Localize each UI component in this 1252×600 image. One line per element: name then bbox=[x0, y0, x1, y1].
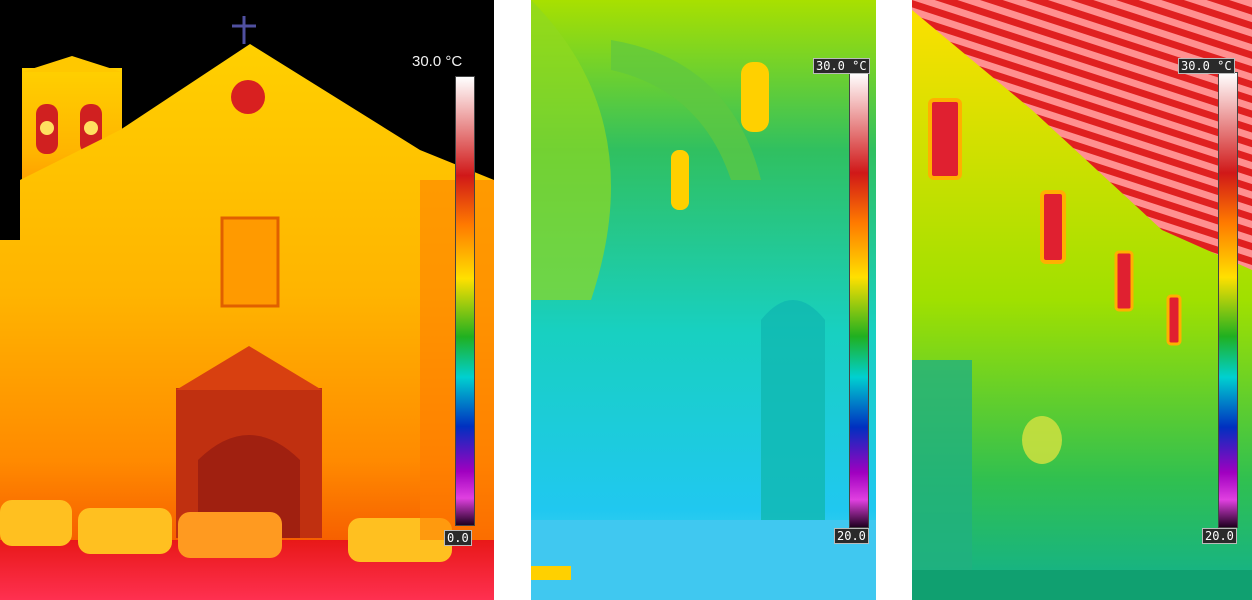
facade-scene bbox=[0, 0, 494, 600]
temperature-scale-bar bbox=[455, 76, 475, 526]
temperature-scale-bar bbox=[1218, 72, 1238, 528]
side-chapel bbox=[912, 360, 972, 600]
floor bbox=[912, 570, 1252, 600]
temperature-scale-bar bbox=[849, 72, 869, 528]
thermal-image-nave-ceiling: 30.0 °C 20.0 bbox=[912, 0, 1252, 600]
altar-lamp bbox=[1022, 416, 1062, 464]
window-2 bbox=[1040, 190, 1066, 264]
vault-left bbox=[531, 0, 611, 300]
facade-window bbox=[220, 216, 280, 308]
arch-opening bbox=[761, 300, 825, 520]
scale-min-label: 20.0 bbox=[834, 528, 869, 544]
thermal-image-facade: 30.0 °C 0.0 bbox=[0, 0, 494, 600]
arches-scene bbox=[531, 0, 876, 600]
scale-min-label: 20.0 bbox=[1202, 528, 1237, 544]
car-3 bbox=[178, 512, 282, 558]
scale-min-label: 0.0 bbox=[444, 530, 472, 546]
window-3 bbox=[1114, 250, 1134, 312]
church-facade bbox=[0, 44, 494, 600]
clerestory-window-2 bbox=[671, 150, 689, 210]
floor bbox=[531, 520, 876, 600]
window-1 bbox=[928, 98, 962, 180]
scale-max-label: 30.0 °C bbox=[1178, 58, 1235, 74]
window-4 bbox=[1166, 294, 1182, 346]
ceiling-scene bbox=[912, 0, 1252, 600]
car-2 bbox=[78, 508, 172, 554]
clerestory-window-1 bbox=[741, 62, 769, 132]
scale-max-label: 30.0 °C bbox=[813, 58, 870, 74]
car-1 bbox=[0, 500, 72, 546]
rose-window bbox=[231, 80, 265, 114]
scale-max-label: 30.0 °C bbox=[412, 53, 463, 70]
thermal-image-nave-arches: 30.0 °C 20.0 bbox=[531, 0, 876, 600]
wooden-ceiling bbox=[912, 0, 1252, 270]
